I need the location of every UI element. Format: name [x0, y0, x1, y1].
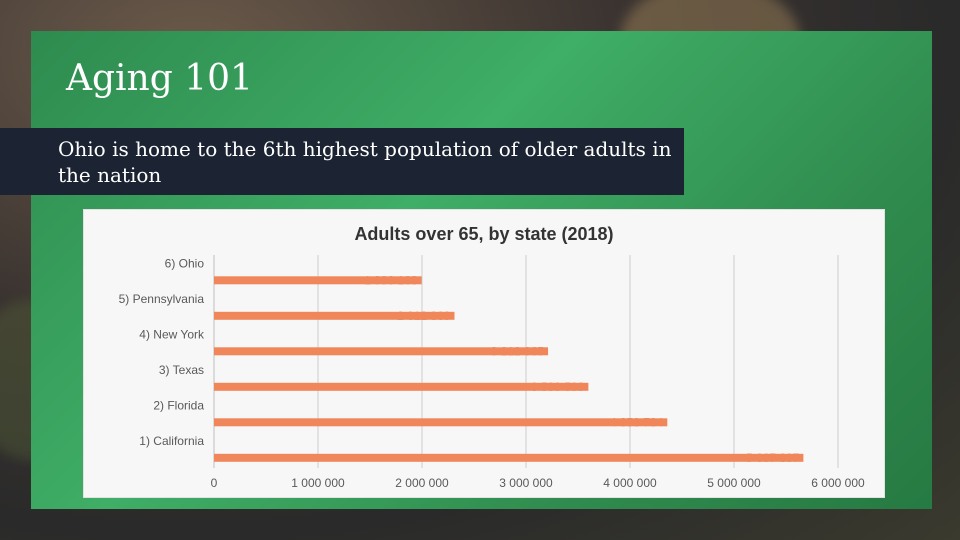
bar — [214, 276, 422, 285]
slide-title: Aging 101 — [66, 58, 253, 99]
chart-title: Adults over 65, by state (2018) — [354, 224, 613, 244]
bar — [214, 453, 804, 462]
category-label: 5) Pennsylvania — [119, 292, 205, 306]
bar-chart: Adults over 65, by state (2018) 0 1 000 00… — [119, 224, 865, 490]
data-label: 3 599 599 — [531, 380, 585, 394]
bar — [214, 382, 589, 391]
x-tick-label: 4 000 000 — [603, 476, 657, 490]
chart-card: Adults over 65, by state (2018) 0 1 000 00… — [83, 209, 885, 498]
x-tick-label: 3 000 000 — [499, 476, 553, 490]
x-tick-label: 1 000 000 — [291, 476, 345, 490]
data-label: 4 358 784 — [610, 415, 664, 429]
bar — [214, 418, 668, 427]
data-label: 1 996 163 — [364, 273, 418, 287]
data-label: 3 212 065 — [491, 344, 545, 358]
data-label: 2 312 369 — [397, 309, 451, 323]
data-label: 5 667 337 — [746, 451, 800, 465]
slide-subtitle: Ohio is home to the 6th highest populati… — [58, 137, 672, 187]
category-label: 3) Texas — [159, 363, 204, 377]
x-tick-label: 2 000 000 — [395, 476, 449, 490]
bar — [214, 311, 455, 320]
bar — [214, 347, 549, 356]
subtitle-banner — [0, 128, 684, 195]
x-tick-label: 5 000 000 — [707, 476, 761, 490]
x-tick-label: 0 — [211, 476, 218, 490]
category-label: 1) California — [139, 434, 204, 448]
x-tick-label: 6 000 000 — [811, 476, 865, 490]
category-label: 2) Florida — [153, 398, 204, 412]
category-label: 4) New York — [139, 327, 205, 341]
category-label: 6) Ohio — [165, 256, 205, 270]
